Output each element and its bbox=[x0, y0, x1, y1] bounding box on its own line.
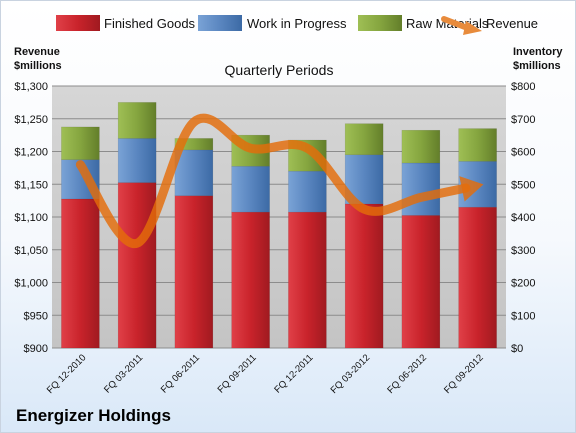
legend-label-work-in-progress: Work in Progress bbox=[247, 16, 347, 31]
chart-title: Quarterly Periods bbox=[225, 62, 334, 78]
bar-raw-materials bbox=[458, 128, 497, 162]
x-axis: FQ 12-2010 FQ 03-2011 FQ 06-2011 FQ 09-2011… bbox=[45, 352, 486, 396]
bar-finished-goods bbox=[61, 198, 100, 349]
bar-finished-goods bbox=[288, 211, 327, 349]
right-tick-label: $400 bbox=[511, 212, 535, 224]
legend-label-finished-goods: Finished Goods bbox=[104, 16, 196, 31]
legend-swatch-work-in-progress bbox=[198, 15, 242, 31]
bar-work-in-progress bbox=[231, 165, 270, 213]
right-axis: $0 $100 $200 $300 $400 $500 $600 $700 $800 bbox=[511, 81, 535, 355]
x-tick-label: FQ 12-2010 bbox=[45, 352, 89, 396]
right-tick-label: $800 bbox=[511, 81, 535, 93]
left-tick-label: $950 bbox=[24, 310, 48, 322]
left-axis-title-line2: $millions bbox=[14, 60, 62, 72]
bar-finished-goods bbox=[344, 203, 384, 349]
x-tick-label: FQ 06-2011 bbox=[159, 352, 202, 395]
bar-raw-materials bbox=[117, 102, 157, 139]
left-axis: $900 $950 $1,000 $1,050 $1,100 $1,150 $1,200 $1… bbox=[14, 81, 48, 355]
right-tick-label: $0 bbox=[511, 343, 523, 355]
bar-finished-goods bbox=[231, 211, 270, 349]
legend-arrow-head bbox=[463, 21, 482, 35]
left-axis-title-line1: Revenue bbox=[14, 46, 60, 58]
bar-work-in-progress bbox=[117, 138, 157, 183]
bar-finished-goods bbox=[401, 215, 441, 349]
left-tick-label: $900 bbox=[24, 343, 48, 355]
bar-raw-materials bbox=[61, 126, 100, 160]
revenue-line-arrowhead bbox=[459, 176, 484, 202]
bar-finished-goods bbox=[458, 206, 497, 349]
legend-label-revenue: Revenue bbox=[486, 16, 538, 31]
right-tick-label: $300 bbox=[511, 245, 535, 257]
left-tick-label: $1,100 bbox=[14, 212, 48, 224]
bar-raw-materials bbox=[174, 138, 214, 151]
bar-work-in-progress bbox=[401, 162, 441, 216]
left-tick-label: $1,050 bbox=[14, 245, 48, 257]
right-axis-title-line1: Inventory bbox=[513, 46, 563, 58]
left-tick-label: $1,150 bbox=[14, 179, 48, 191]
legend-swatch-finished-goods bbox=[56, 15, 100, 31]
right-tick-label: $200 bbox=[511, 278, 535, 290]
left-tick-label: $1,250 bbox=[14, 114, 48, 126]
bar-finished-goods bbox=[117, 182, 157, 349]
bar-raw-materials bbox=[401, 129, 441, 164]
left-tick-label: $1,000 bbox=[14, 278, 48, 290]
x-tick-label: FQ 12-2011 bbox=[272, 352, 315, 395]
revenue-line-path bbox=[75, 113, 471, 248]
left-tick-label: $1,200 bbox=[14, 147, 48, 159]
right-axis-title-line2: $millions bbox=[513, 60, 561, 72]
right-tick-label: $100 bbox=[511, 310, 535, 322]
bar-raw-materials bbox=[344, 123, 384, 156]
company-name: Energizer Holdings bbox=[16, 406, 171, 425]
right-tick-label: $600 bbox=[511, 147, 535, 159]
left-tick-label: $1,300 bbox=[14, 81, 48, 93]
x-tick-label: FQ 03-2012 bbox=[329, 352, 373, 396]
legend: Finished Goods Work in Progress Raw Mate… bbox=[56, 15, 538, 35]
revenue-line bbox=[75, 113, 484, 248]
x-tick-label: FQ 09-2011 bbox=[216, 352, 259, 395]
bar-work-in-progress bbox=[174, 149, 214, 196]
right-tick-label: $700 bbox=[511, 114, 535, 126]
x-tick-label: FQ 09-2012 bbox=[442, 352, 486, 396]
bar-work-in-progress bbox=[288, 170, 327, 213]
x-tick-label: FQ 03-2011 bbox=[102, 352, 145, 395]
legend-swatch-raw-materials bbox=[358, 15, 402, 31]
x-tick-label: FQ 06-2012 bbox=[385, 352, 429, 396]
bar-finished-goods bbox=[174, 195, 214, 349]
right-tick-label: $500 bbox=[511, 179, 535, 191]
